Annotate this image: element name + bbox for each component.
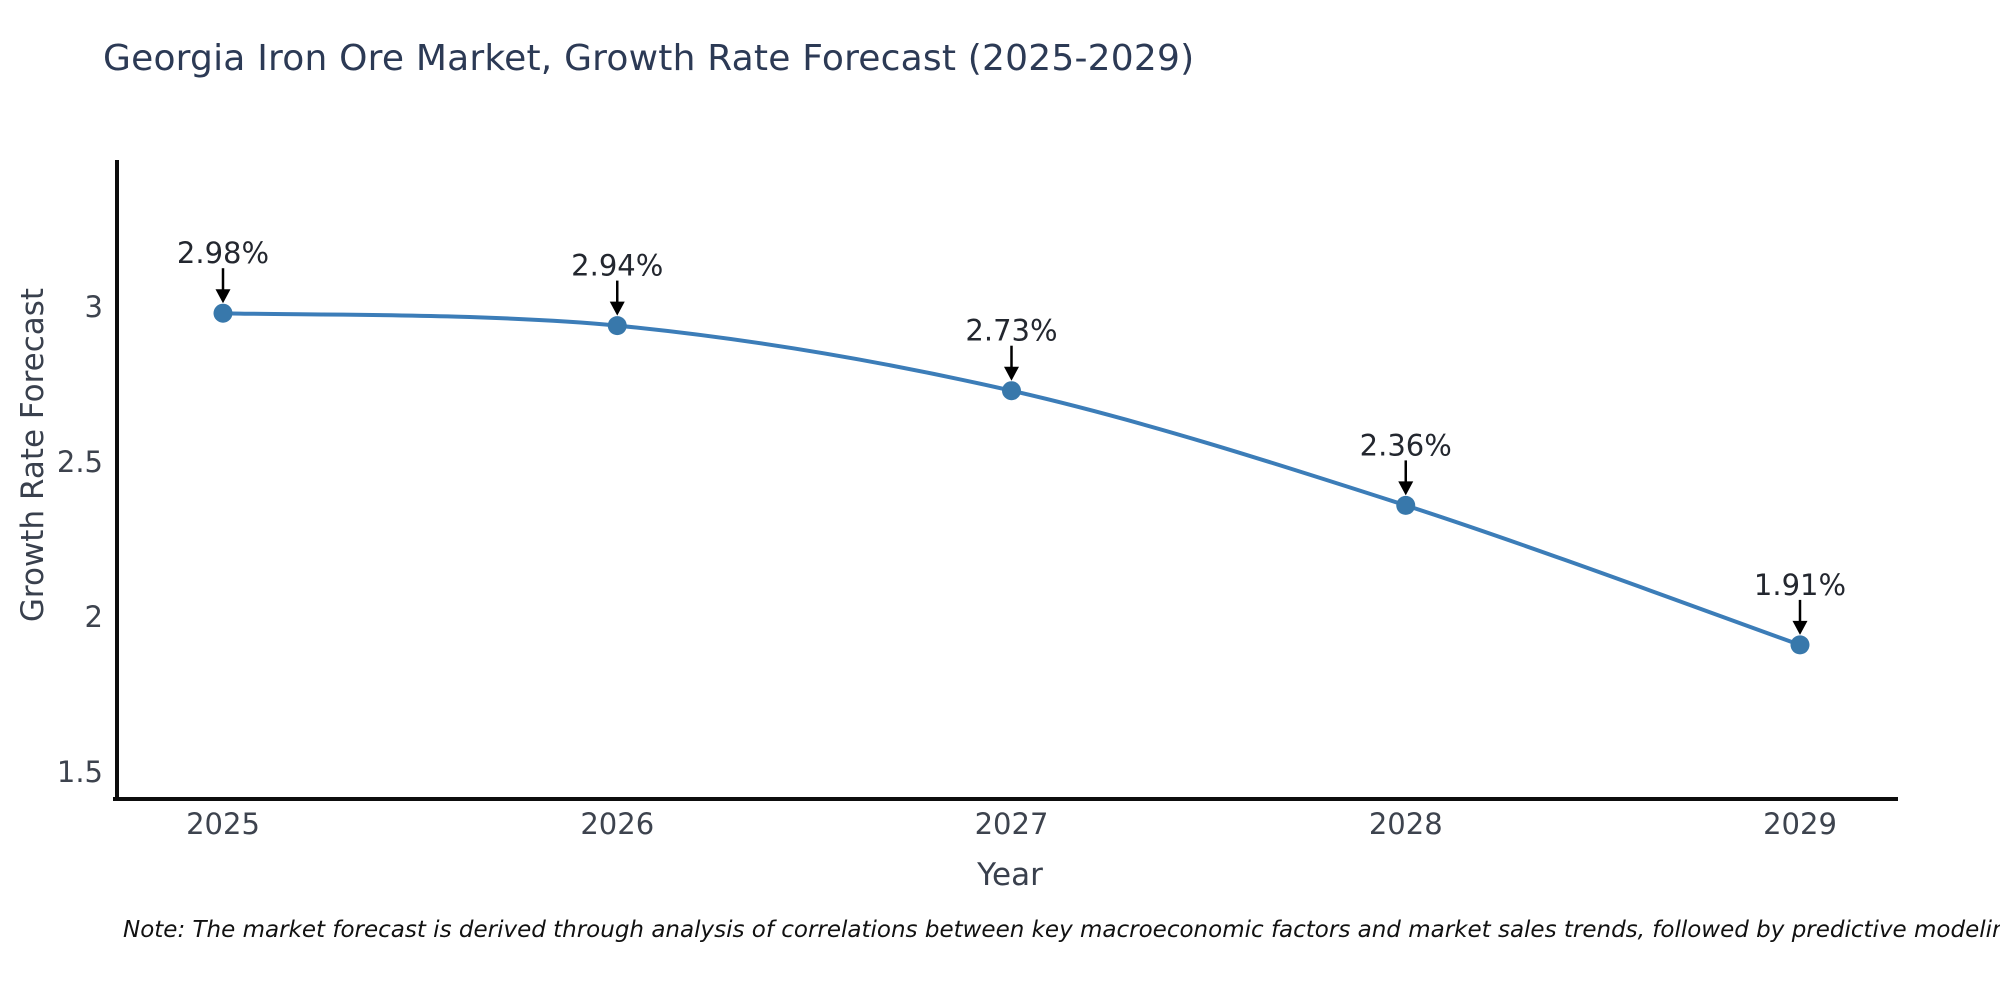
x-tick-label: 2025 [186, 807, 260, 841]
y-axis-title: Growth Rate Forecast [15, 287, 51, 623]
x-tick-label: 2029 [1763, 807, 1837, 841]
data-point-marker [213, 303, 233, 323]
annotation-arrow-head [609, 301, 625, 316]
annotation-label: 2.94% [571, 249, 663, 283]
annotation-label: 2.73% [965, 314, 1057, 348]
annotation-arrow-head [1004, 366, 1019, 381]
y-tick-label: 1.5 [57, 755, 103, 789]
x-axis-title: Year [977, 857, 1043, 893]
annotation-label: 1.91% [1754, 568, 1846, 602]
annotation-arrow-head [1792, 620, 1808, 635]
annotation-label: 2.36% [1360, 428, 1452, 462]
y-tick-label: 2.5 [57, 445, 103, 479]
y-tick-label: 3 [85, 290, 103, 324]
x-tick-label: 2028 [1369, 807, 1443, 841]
x-tick-label: 2026 [580, 807, 654, 841]
x-tick-label: 2027 [975, 807, 1049, 841]
data-point-marker [1790, 635, 1810, 655]
data-point-marker [1396, 495, 1416, 515]
chart-title: Georgia Iron Ore Market, Growth Rate For… [103, 38, 1195, 79]
y-tick-label: 2 [85, 600, 103, 634]
annotation-arrow-head [215, 289, 231, 304]
annotation-arrow-head [1398, 481, 1414, 496]
annotation-label: 2.98% [177, 236, 269, 270]
data-point-marker [1002, 381, 1021, 401]
footnote: Note: The market forecast is derived thr… [123, 917, 2000, 943]
data-point-marker [607, 316, 627, 336]
